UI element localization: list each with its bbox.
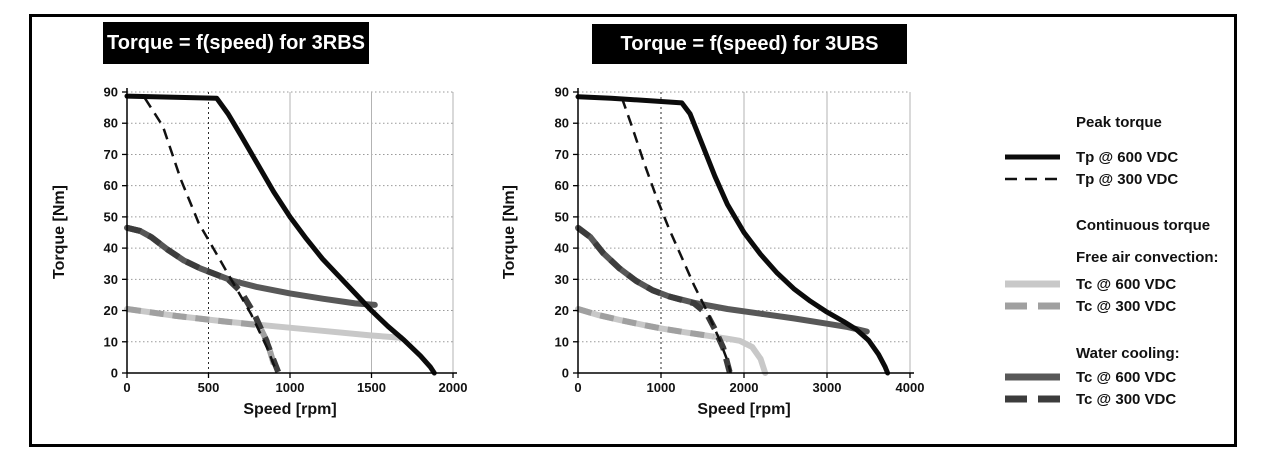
series-tp-300-vdc xyxy=(620,97,732,374)
y-tick-label: 70 xyxy=(555,147,569,162)
legend-swatch-tc-600-vdc xyxy=(1005,280,1060,288)
series-tp-600-vdc xyxy=(575,94,891,376)
y-tick-label: 40 xyxy=(555,241,569,256)
legend-item-tc-300-vdc: Tc @ 300 VDC xyxy=(1005,388,1250,410)
series-tp-300-vdc xyxy=(143,97,279,374)
y-tick-label: 20 xyxy=(555,303,569,318)
chart-3rbs: Torque [Nm] 0 10 20 30 40 50 60 70 80 90 0 500 1000 1… xyxy=(40,85,470,435)
y-tick-label: 10 xyxy=(555,334,569,349)
legend-header-peak-torque: Peak torque xyxy=(1076,114,1162,131)
x-tick-label: 4000 xyxy=(896,380,925,395)
x-axis-title-3rbs: Speed [rpm] xyxy=(243,401,337,418)
x-tick-label: 1500 xyxy=(357,380,386,395)
legend-label: Tp @ 300 VDC xyxy=(1076,170,1179,188)
y-tick-label: 90 xyxy=(555,85,569,100)
y-tick-label: 40 xyxy=(104,241,118,256)
x-tick-label: 0 xyxy=(574,380,581,395)
legend-label: Tc @ 300 VDC xyxy=(1076,390,1177,408)
series-tc-300-vdc-free-air-convection xyxy=(577,306,714,340)
legend-swatch-tc-300-vdc xyxy=(1005,395,1060,403)
y-tick-label: 50 xyxy=(104,209,118,224)
x-tick-label: 2000 xyxy=(439,380,468,395)
y-tick-label: 10 xyxy=(104,334,118,349)
y-tick-label: 0 xyxy=(562,366,569,381)
x-tick-label: 3000 xyxy=(813,380,842,395)
legend-label: Tc @ 600 VDC xyxy=(1076,275,1177,293)
legend-item-tc-600-vdc: Tc @ 600 VDC xyxy=(1005,366,1250,388)
plot-area-3ubs: 0 10 20 30 40 50 60 70 80 90 0 1000 2000 3000 4000 xyxy=(555,85,925,396)
series-tc-300-vdc-water-cooling xyxy=(576,225,733,374)
legend-label: Tp @ 600 VDC xyxy=(1076,148,1179,166)
legend-item-tp-300-vdc: Tp @ 300 VDC xyxy=(1005,168,1250,190)
y-tick-label: 30 xyxy=(555,272,569,287)
y-tick-label: 90 xyxy=(104,85,118,100)
series-tp-600-vdc xyxy=(124,93,437,376)
legend-label: Tc @ 600 VDC xyxy=(1076,368,1177,386)
legend-item-tc-300-vdc: Tc @ 300 VDC xyxy=(1005,295,1250,317)
legend: Peak torque Tp @ 600 VDC Tp @ 300 VDC Conti… xyxy=(1005,112,1250,422)
legend-swatch-tp-300-vdc xyxy=(1005,177,1060,181)
series-tc-300-vdc-water-cooling xyxy=(126,224,282,375)
y-tick-label: 50 xyxy=(555,209,569,224)
x-tick-label: 0 xyxy=(123,380,130,395)
legend-item-tp-600-vdc: Tp @ 600 VDC xyxy=(1005,146,1250,168)
y-tick-label: 0 xyxy=(111,366,118,381)
plot-area-3rbs: 0 10 20 30 40 50 60 70 80 90 0 500 1000 1500 2000 xyxy=(104,85,468,396)
y-tick-label: 80 xyxy=(555,116,569,131)
y-tick-label: 80 xyxy=(104,116,118,131)
legend-swatch-tc-300-vdc xyxy=(1005,302,1060,310)
legend-header-water-cooling: Water cooling: xyxy=(1076,345,1180,362)
chart-3ubs: Torque [Nm] 0 10 20 30 40 50 60 70 80 90 0 1000 2000… xyxy=(490,85,935,435)
legend-label: Tc @ 300 VDC xyxy=(1076,297,1177,315)
legend-item-tc-600-vdc: Tc @ 600 VDC xyxy=(1005,273,1250,295)
chart-title-3ubs: Torque = f(speed) for 3UBS xyxy=(592,24,907,64)
x-tick-label: 1000 xyxy=(276,380,305,395)
x-axis-title-3ubs: Speed [rpm] xyxy=(697,401,791,418)
y-tick-label: 60 xyxy=(104,178,118,193)
y-tick-label: 60 xyxy=(555,178,569,193)
y-tick-label: 30 xyxy=(104,272,118,287)
legend-header-free-air-convection: Free air convection: xyxy=(1076,249,1219,266)
legend-swatch-tc-600-vdc xyxy=(1005,373,1060,381)
series-tc-600-vdc-water-cooling xyxy=(124,224,378,308)
chart-title-3rbs: Torque = f(speed) for 3RBS xyxy=(103,22,369,64)
y-tick-label: 70 xyxy=(104,147,118,162)
x-tick-label: 500 xyxy=(198,380,220,395)
legend-header-continuous-torque: Continuous torque xyxy=(1076,217,1211,234)
x-tick-label: 2000 xyxy=(730,380,759,395)
legend-swatch-tp-600-vdc xyxy=(1005,154,1060,160)
x-tick-label: 1000 xyxy=(647,380,676,395)
y-tick-label: 20 xyxy=(104,303,118,318)
